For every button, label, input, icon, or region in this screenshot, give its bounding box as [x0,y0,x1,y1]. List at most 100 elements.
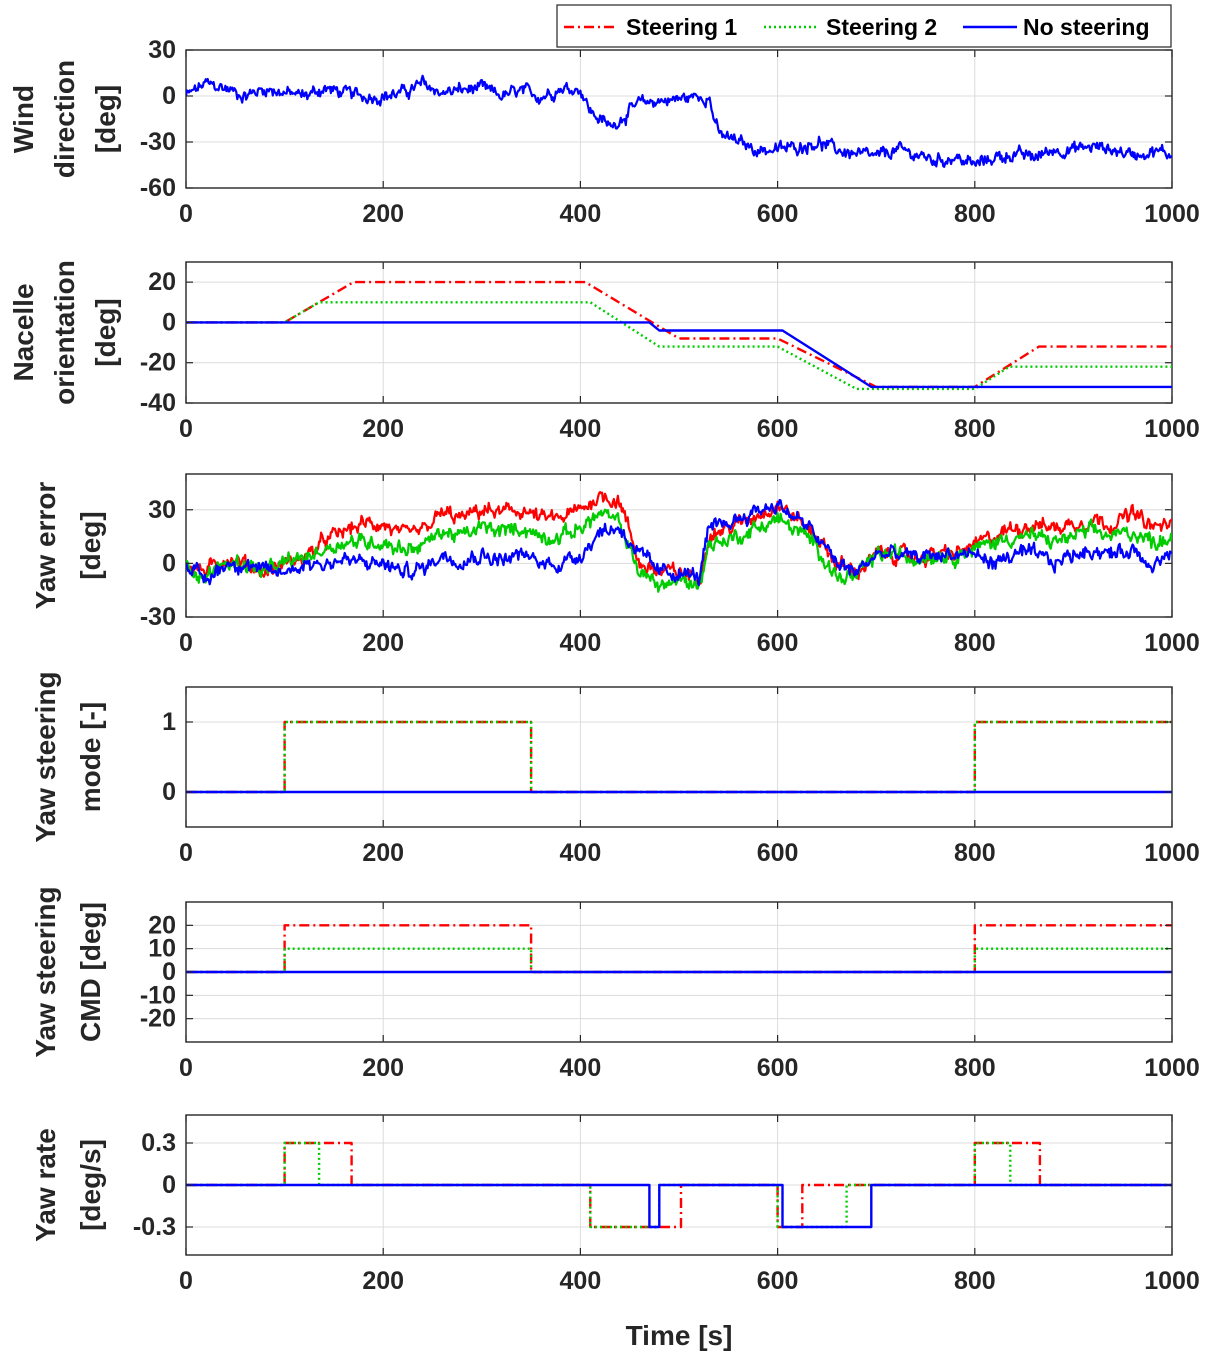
x-tick-label: 200 [362,200,404,228]
legend-label-2: Steering 2 [826,14,937,40]
x-tick-label: 1000 [1144,839,1200,867]
x-tick-label: 400 [560,415,602,443]
series-line-steering-2 [186,947,1172,974]
series-line-no-steering [186,499,1172,587]
x-axis-label: Time [s] [626,1320,733,1351]
series-group [186,491,1172,593]
series-line-steering-1 [186,720,1172,794]
y-tick-label: 20 [148,911,176,939]
y-tick-label: 0 [162,778,176,806]
x-tick-label: 1000 [1144,1054,1200,1082]
y-axis-label: [deg] [90,85,121,153]
x-tick-label: 800 [954,415,996,443]
x-tick-label: 0 [179,200,193,228]
y-tick-label: -0.3 [133,1213,176,1241]
y-tick-label: 30 [148,36,176,64]
x-tick-label: 400 [560,1267,602,1295]
y-axis-label: Yaw rate [30,1128,61,1242]
x-tick-label: 800 [954,1267,996,1295]
y-tick-label: 0.3 [141,1129,176,1157]
x-tick-label: 400 [560,839,602,867]
y-axis-label: Yaw steering [30,671,61,842]
y-axis-label: Yaw error [30,482,61,610]
x-tick-label: 0 [179,415,193,443]
x-tick-label: 200 [362,629,404,657]
x-tick-label: 0 [179,1267,193,1295]
legend-label-3: No steering [1023,14,1150,40]
series-line-no-steering [186,74,1172,168]
y-axis-label: [deg/s] [75,1139,106,1231]
series-line-steering-2 [186,301,1172,391]
x-tick-label: 600 [757,1267,799,1295]
y-tick-label: 20 [148,268,176,296]
subplot-mode: 0 200 400 600 800 1000 1 0 Yaw steering mode [-] [30,671,1200,867]
legend-box [556,4,1172,48]
y-tick-label: -30 [140,603,176,631]
x-tick-label: 800 [954,1054,996,1082]
y-axis-label: Nacelle [8,283,39,381]
y-tick-label: 0 [162,958,176,986]
y-axis-label: mode [-] [75,702,106,812]
x-tick-label: 200 [362,839,404,867]
x-tick-label: 0 [179,839,193,867]
y-axis-label: [deg] [75,511,106,579]
y-tick-label: 0 [162,308,176,336]
y-tick-label: 0 [162,549,176,577]
y-tick-label: 30 [148,496,176,524]
x-tick-label: 200 [362,415,404,443]
x-tick-label: 200 [362,1054,404,1082]
x-tick-label: 0 [179,629,193,657]
plot-area [185,49,1173,189]
series-group [186,1141,1172,1229]
x-tick-label: 600 [757,629,799,657]
series-line-no-steering [186,1183,1172,1229]
y-axis-label: orientation [49,260,80,405]
x-tick-label: 800 [954,200,996,228]
y-tick-label: -40 [140,389,176,417]
y-axis-label: Yaw steering [30,886,61,1057]
y-axis-label: [deg] [90,298,121,366]
series-group [186,720,1172,794]
y-tick-label: -20 [140,1005,176,1033]
plot-area [185,261,1173,404]
y-tick-label: -60 [140,174,176,202]
y-axis-label: direction [49,60,80,178]
series-group [186,924,1172,974]
x-tick-label: 600 [757,200,799,228]
series-line-steering-1 [186,1141,1172,1229]
y-axis-label: CMD [deg] [75,902,106,1042]
y-tick-label: 0 [162,1171,176,1199]
x-tick-label: 200 [362,1267,404,1295]
y-tick-label: -30 [140,128,176,156]
x-tick-label: 1000 [1144,1267,1200,1295]
plot-area [185,473,1173,618]
x-tick-label: 400 [560,629,602,657]
x-tick-label: 600 [757,415,799,443]
x-tick-label: 1000 [1144,200,1200,228]
y-tick-label: 1 [162,708,176,736]
y-axis-label: Wind [8,85,39,153]
x-tick-label: 600 [757,839,799,867]
x-tick-label: 800 [954,839,996,867]
x-tick-label: 400 [560,200,602,228]
y-tick-label: -20 [140,349,176,377]
series-line-steering-2 [186,720,1172,794]
legend-label-1: Steering 1 [626,14,737,40]
x-tick-label: 600 [757,1054,799,1082]
y-tick-label: 0 [162,82,176,110]
legend: Steering 1 Steering 2 No steering [556,4,1172,48]
x-tick-label: 400 [560,1054,602,1082]
series-group [186,280,1172,391]
y-tick-label: -10 [140,981,176,1009]
x-tick-label: 800 [954,629,996,657]
x-tick-label: 1000 [1144,629,1200,657]
y-tick-label: 10 [148,935,176,963]
series-group [186,74,1172,168]
series-line-steering-2 [186,1141,1172,1229]
